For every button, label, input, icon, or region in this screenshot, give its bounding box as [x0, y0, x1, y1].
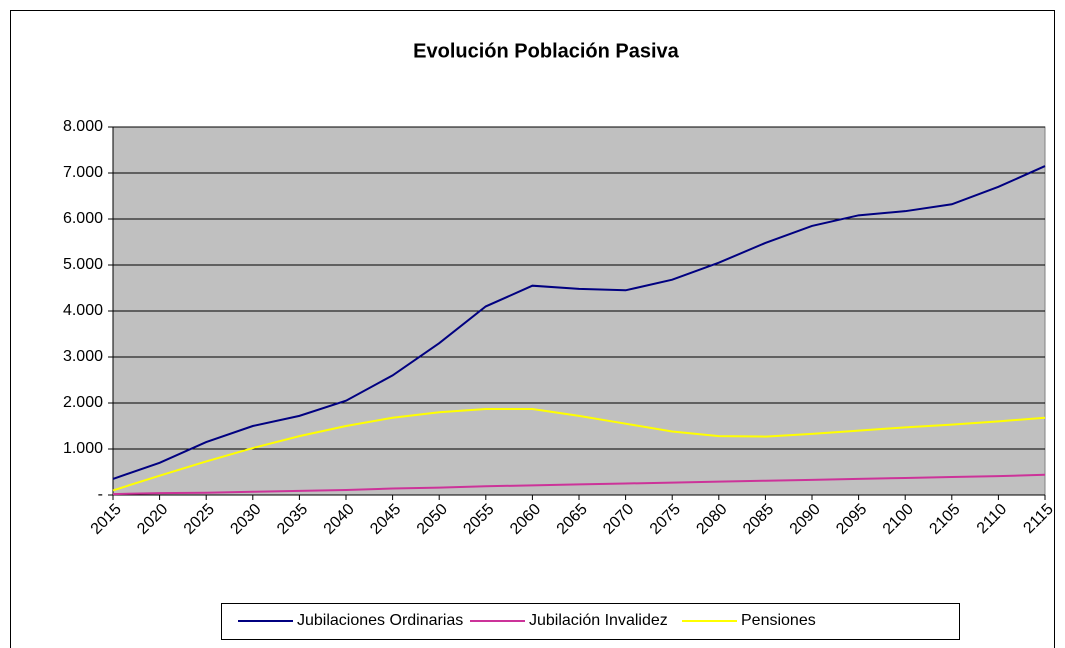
y-tick-label: 8.000 [63, 118, 103, 135]
y-tick-label: - [98, 486, 103, 503]
y-tick-label: 5.000 [63, 256, 103, 273]
legend-label: Pensiones [741, 612, 816, 629]
series-line [112, 407, 1046, 492]
chart-title: Evolución Población Pasiva [413, 40, 680, 62]
legend-label: Jubilación Invalidez [529, 612, 668, 629]
legend: Jubilaciones Ordinarias Jubilación Invali… [221, 603, 960, 640]
y-tick-label: 3.000 [63, 348, 103, 365]
y-tick-label: 4.000 [63, 302, 103, 319]
series-line [112, 473, 1046, 496]
legend-box [221, 603, 960, 640]
y-tick-label: 7.000 [63, 164, 103, 181]
series-line [112, 165, 1046, 480]
legend-label: Jubilaciones Ordinarias [297, 612, 463, 629]
y-tick-label: 2.000 [63, 394, 103, 411]
y-tick-label: 6.000 [63, 210, 103, 227]
y-tick-label: 1.000 [63, 440, 103, 457]
